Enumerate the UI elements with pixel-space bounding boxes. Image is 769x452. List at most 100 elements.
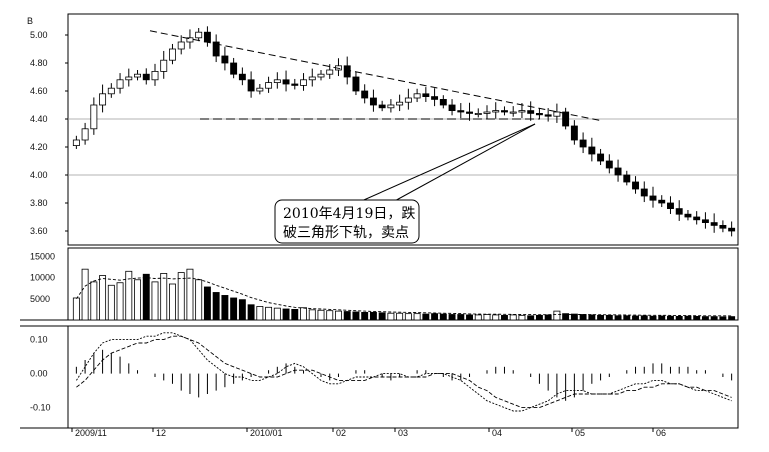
candle-body	[169, 48, 176, 61]
volume-bar	[238, 299, 246, 321]
volume-bar	[369, 311, 377, 321]
volume-bar	[352, 311, 360, 321]
volume-bar	[396, 312, 404, 321]
candle-body	[701, 219, 709, 224]
tick-labels: 5.00 4.80 4.60 4.40 4.20 4.00 3.80 3.60 15000 100…	[30, 30, 666, 438]
volume-bar	[343, 311, 351, 321]
candle-body	[693, 216, 701, 221]
volume-bar	[177, 272, 185, 321]
candle-body	[649, 195, 657, 201]
volume-bar	[160, 273, 168, 321]
candle-body	[579, 139, 587, 148]
volume-bar	[265, 306, 273, 321]
candle-body	[544, 114, 552, 117]
volume-bar	[387, 312, 395, 321]
y-tick-label: 4.20	[30, 142, 48, 152]
candle-body	[614, 167, 622, 176]
volume-bar	[579, 314, 587, 321]
volume-bar	[142, 273, 150, 321]
volume-bar	[710, 316, 718, 321]
candle-body	[256, 87, 264, 92]
volume-bar	[448, 314, 456, 321]
candle-body	[142, 73, 150, 81]
candle-body	[378, 104, 386, 109]
candle-body	[186, 37, 194, 43]
volume-bar	[326, 310, 334, 321]
y-tick-label: 3.60	[30, 226, 48, 236]
x-tick-label: 2009/11	[75, 428, 107, 438]
candle-body	[265, 82, 273, 89]
callout-pointer-line-1	[356, 123, 536, 204]
candle-body	[396, 101, 404, 106]
volume-bar	[169, 283, 176, 321]
candle-body	[501, 110, 508, 113]
candle-body	[177, 41, 185, 50]
candle-body	[300, 79, 307, 86]
volume-bar	[195, 279, 203, 321]
volume-bar	[597, 314, 605, 321]
x-tick-label: 05	[575, 428, 585, 438]
candle-body	[632, 181, 639, 190]
candle-body	[203, 31, 211, 43]
volume-bar	[72, 297, 80, 321]
candle-body	[90, 104, 98, 130]
volume-bar	[212, 292, 220, 321]
y-tick-label: 0.10	[30, 335, 48, 345]
candle-body	[291, 83, 299, 86]
candle-body	[658, 199, 666, 204]
x-tick-label: 06	[656, 428, 666, 438]
candle-body	[81, 128, 89, 141]
candle-body	[308, 76, 316, 81]
candle-body	[448, 104, 456, 111]
candle-body	[404, 97, 412, 103]
candle-body	[282, 79, 290, 85]
candle-body	[221, 55, 229, 64]
volume-bar	[675, 315, 683, 321]
annotation-callout: 2010年4月19日，跌 破三角形下轨，卖点	[274, 123, 536, 244]
candle-body	[431, 96, 439, 100]
candle-body	[116, 79, 124, 89]
candle-body	[107, 87, 115, 95]
volume-bar	[701, 316, 709, 321]
volume-bar	[492, 314, 500, 321]
candle-body	[518, 110, 526, 113]
y-tick-label: 15000	[30, 251, 55, 261]
indicator-line	[76, 335, 732, 409]
volume-bar	[291, 309, 299, 321]
panel-frame	[67, 13, 739, 246]
volume-bar	[588, 314, 596, 321]
y-tick-label: 0.00	[30, 369, 48, 379]
volume-bar	[431, 313, 439, 321]
candle-body	[640, 188, 648, 197]
volume-bar	[527, 315, 535, 321]
volume-bar	[282, 308, 290, 321]
volume-bar	[99, 275, 107, 321]
candle-body	[562, 111, 570, 127]
candle-body	[387, 104, 395, 109]
candle-body	[684, 213, 692, 218]
candle-body	[728, 227, 736, 232]
x-tick-label: 2010/01	[250, 428, 283, 438]
volume-bar	[221, 295, 229, 321]
callout-line-1: 2010年4月19日，跌	[283, 206, 415, 222]
candle-body	[553, 111, 561, 117]
candle-body	[151, 71, 159, 81]
y-tick-label: 3.80	[30, 198, 48, 208]
volume-bar	[300, 307, 307, 321]
volume-bar	[422, 313, 430, 321]
candle-body	[361, 90, 369, 99]
volume-bar	[640, 315, 648, 321]
callout-pointer-line-2	[390, 123, 536, 204]
candle-body	[710, 222, 718, 226]
volume-bar	[273, 307, 281, 321]
volume-bar	[439, 313, 447, 321]
volume-bar	[466, 314, 473, 321]
candle-body	[317, 73, 325, 78]
volume-bar	[90, 281, 98, 321]
corner-label: B	[27, 16, 33, 26]
candle-body	[597, 153, 605, 162]
y-tick-label: 5.00	[30, 30, 48, 40]
y-tick-label: 10000	[30, 273, 55, 283]
candle-body	[492, 110, 500, 113]
